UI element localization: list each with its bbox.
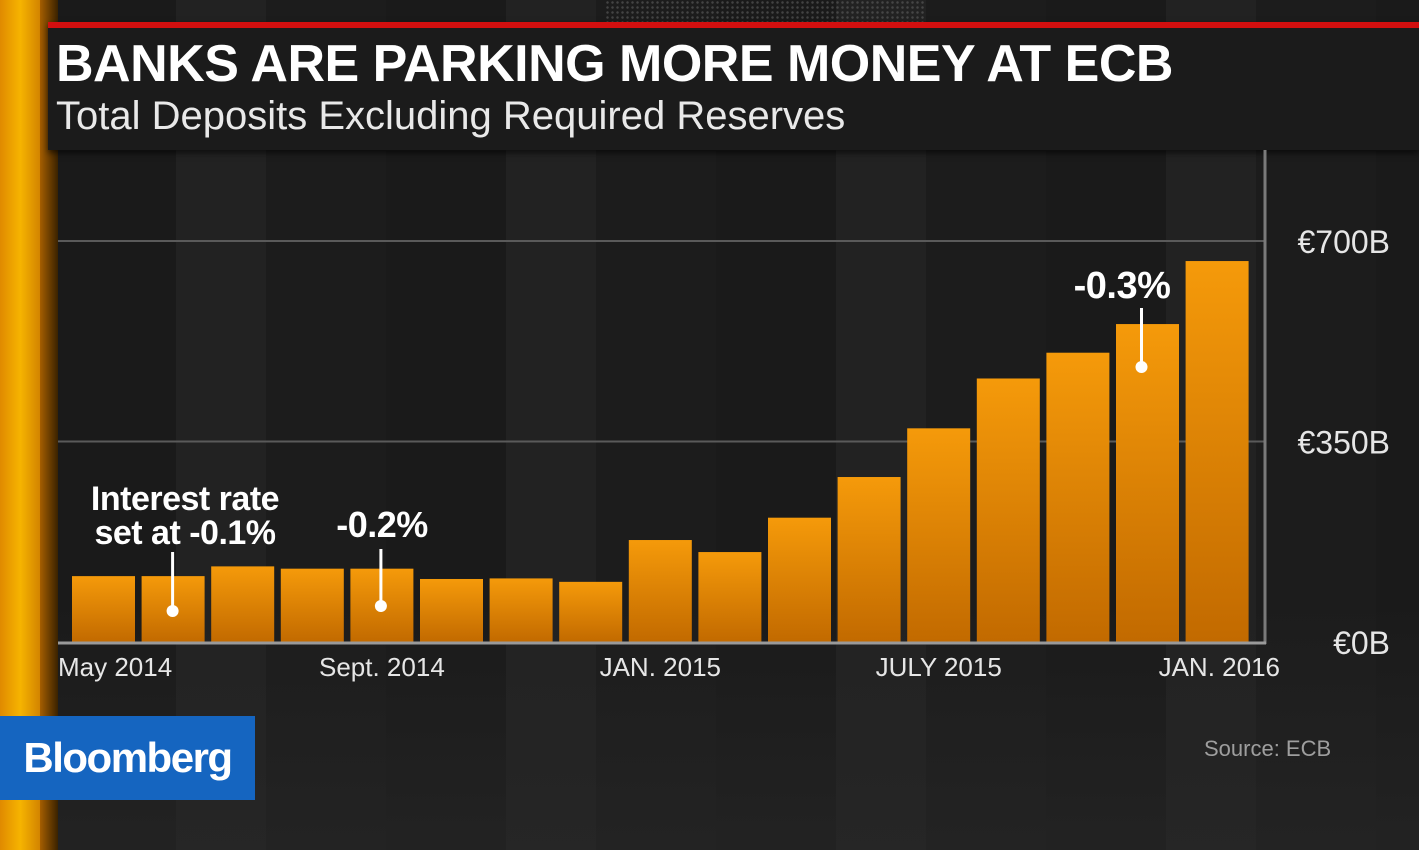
annotation-dot [374,600,387,612]
bar [837,477,901,642]
logo-text: Bloomberg [23,734,233,781]
annotation-label: -0.2% [336,504,428,545]
annotation-label: Interest rate [91,480,279,518]
bar [1185,261,1249,642]
decorative-dot-pattern [605,0,925,22]
x-tick-label: JAN. 2016 [1159,652,1280,682]
annotation-label: set at -0.1% [94,514,275,552]
bar [489,578,553,642]
x-tick-label: May 2014 [58,652,172,682]
bars [72,261,1249,642]
bar [72,576,135,642]
chart-title: BANKS ARE PARKING MORE MONEY AT ECB [56,35,1173,93]
source-note: Source: ECB [1204,736,1332,761]
bar [559,581,623,642]
chart-header: BANKS ARE PARKING MORE MONEY AT ECB Tota… [48,22,1419,150]
bar [420,578,483,642]
annotation-dot [166,605,179,617]
bar [907,428,971,642]
bar [768,517,831,642]
axes: €0B €350B €700B May 2014 Sept. 2014 JAN. 2015… [58,150,1390,682]
bar [976,378,1040,642]
bar [280,568,344,642]
y-tick-label: €350B [1297,425,1390,461]
bar [211,566,275,642]
x-tick-label: JAN. 2015 [600,652,721,682]
annotation-label: -0.3% [1074,265,1171,307]
y-tick-label: €700B [1297,224,1390,260]
x-tick-label: JULY 2015 [876,652,1002,682]
bloomberg-logo: Bloomberg [0,716,255,800]
chart-subtitle: Total Deposits Excluding Required Reserv… [56,94,846,138]
bar [698,552,762,642]
bar [1116,324,1179,642]
y-tick-label: €0B [1333,625,1390,661]
bar [1046,352,1110,642]
bar [628,540,692,642]
annotation-dot [1135,361,1148,373]
x-tick-label: Sept. 2014 [319,652,445,682]
header-accent-rule [48,22,1419,28]
